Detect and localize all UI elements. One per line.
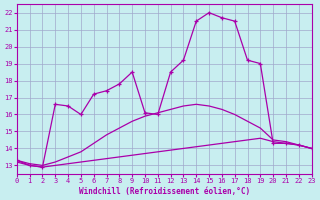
X-axis label: Windchill (Refroidissement éolien,°C): Windchill (Refroidissement éolien,°C)	[79, 187, 250, 196]
